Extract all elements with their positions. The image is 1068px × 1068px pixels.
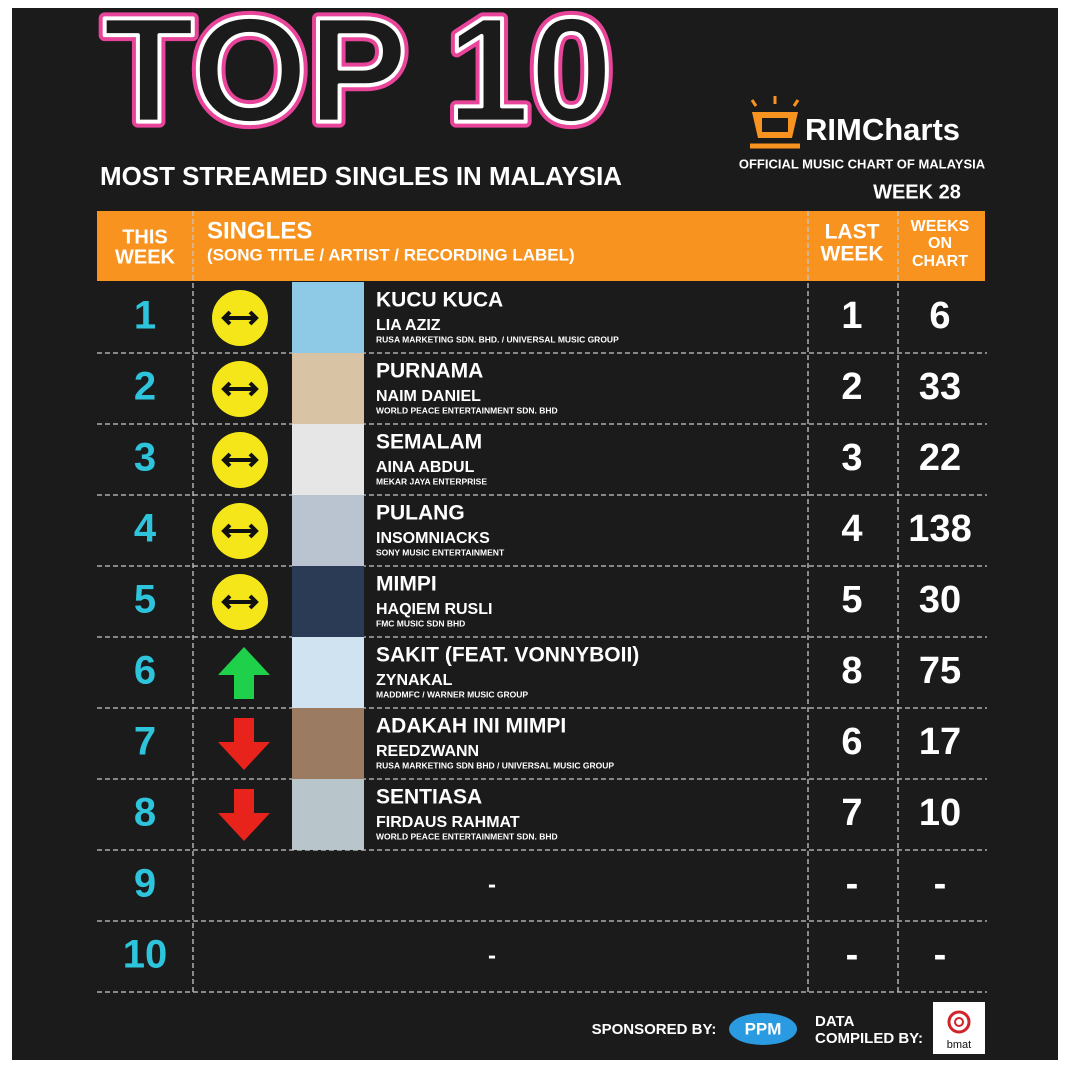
cover-art — [292, 495, 364, 566]
weeks-on-chart: - — [934, 934, 947, 976]
movement-arrow — [221, 523, 259, 539]
last-week: - — [846, 863, 859, 905]
weeks-on-chart: 22 — [919, 437, 961, 479]
song-title: KUCU KUCA — [376, 289, 503, 312]
song-title: MIMPI — [376, 573, 437, 596]
recording-label: WORLD PEACE ENTERTAINMENT SDN. BHD — [376, 831, 558, 841]
song-title: - — [488, 942, 496, 969]
compiler: bmat — [947, 1039, 971, 1051]
last-week: 4 — [841, 508, 862, 550]
sponsor-logo — [729, 1013, 797, 1045]
column-header: WEEK — [115, 246, 176, 268]
cover-art — [292, 708, 364, 779]
subtitle: MOST STREAMED SINGLES IN MALAYSIA — [100, 161, 622, 191]
rank: 9 — [134, 862, 156, 906]
movement-arrow — [221, 381, 259, 397]
rank: 8 — [134, 791, 156, 835]
last-week: 5 — [841, 579, 862, 621]
last-week: 2 — [841, 366, 862, 408]
column-header: WEEKS — [911, 218, 970, 235]
cover-art — [292, 282, 364, 353]
column-header: SINGLES — [207, 217, 312, 244]
song-title: SAKIT (FEAT. VONNYBOII) — [376, 644, 639, 667]
artist: HAQIEM RUSLI — [376, 601, 492, 618]
rank: 6 — [134, 649, 156, 693]
artist: REEDZWANN — [376, 743, 479, 760]
cover-art — [292, 353, 364, 424]
movement-arrow — [221, 594, 259, 610]
tagline: OFFICIAL MUSIC CHART OF MALAYSIA — [739, 156, 986, 171]
recording-label: MADDMFC / WARNER MUSIC GROUP — [376, 689, 528, 699]
column-header: WEEK — [821, 243, 884, 266]
rank: 3 — [134, 436, 156, 480]
column-subheader: (SONG TITLE / ARTIST / RECORDING LABEL) — [207, 245, 575, 264]
cover-art — [292, 637, 364, 708]
weeks-on-chart: 33 — [919, 366, 961, 408]
weeks-on-chart: 138 — [908, 508, 971, 550]
column-header: LAST — [825, 221, 880, 244]
song-title: PURNAMA — [376, 360, 483, 383]
column-header: THIS — [122, 226, 168, 248]
artist: AINA ABDUL — [376, 459, 475, 476]
cover-art — [292, 566, 364, 637]
background — [12, 8, 1058, 1060]
weeks-on-chart: 75 — [919, 650, 961, 692]
recording-label: FMC MUSIC SDN BHD — [376, 618, 465, 628]
weeks-on-chart: 6 — [929, 295, 950, 337]
recording-label: RUSA MARKETING SDN BHD / UNIVERSAL MUSIC… — [376, 760, 614, 770]
weeks-on-chart: 10 — [919, 792, 961, 834]
brand-logo — [750, 96, 800, 149]
movement-arrow — [221, 310, 259, 326]
artist: NAIM DANIEL — [376, 388, 481, 405]
rank: 5 — [134, 578, 156, 622]
recording-label: SONY MUSIC ENTERTAINMENT — [376, 547, 505, 557]
artist: INSOMNIACKS — [376, 530, 490, 547]
table-header — [97, 211, 985, 281]
compiler-icon — [954, 1017, 964, 1027]
rank: 1 — [134, 294, 156, 338]
movement-down — [218, 718, 270, 770]
recording-label: MEKAR JAYA ENTERPRISE — [376, 476, 487, 486]
title-glow: TOP 10 — [103, 0, 613, 154]
compiled-label: DATA — [815, 1013, 855, 1030]
movement-up — [218, 647, 270, 699]
column-header: CHART — [912, 253, 968, 270]
compiled-label: COMPILED BY: — [815, 1030, 923, 1047]
last-week: 1 — [841, 295, 862, 337]
movement-arrow — [221, 452, 259, 468]
movement-down — [218, 789, 270, 841]
song-title: PULANG — [376, 502, 465, 525]
rank: 4 — [134, 507, 157, 551]
rank: 2 — [134, 365, 156, 409]
song-title: - — [488, 871, 496, 898]
last-week: 6 — [841, 721, 862, 763]
song-title: SEMALAM — [376, 431, 482, 454]
song-title: ADAKAH INI MIMPI — [376, 715, 566, 738]
column-header: ON — [928, 235, 952, 252]
last-week: - — [846, 934, 859, 976]
title: TOP 10 — [103, 0, 613, 154]
week: WEEK 28 — [873, 181, 961, 203]
cover-art — [292, 779, 364, 850]
brand: RIMCharts — [805, 112, 960, 147]
last-week: 7 — [841, 792, 862, 834]
recording-label: RUSA MARKETING SDN. BHD. / UNIVERSAL MUS… — [376, 334, 619, 344]
sponsor: PPM — [745, 1019, 782, 1038]
weeks-on-chart: - — [934, 863, 947, 905]
last-week: 3 — [841, 437, 862, 479]
weeks-on-chart: 30 — [919, 579, 961, 621]
rank: 10 — [123, 933, 168, 977]
sponsor-label: SPONSORED BY: — [592, 1021, 717, 1038]
weeks-on-chart: 17 — [919, 721, 961, 763]
song-title: SENTIASA — [376, 786, 482, 809]
artist: LIA AZIZ — [376, 317, 441, 334]
artist: ZYNAKAL — [376, 672, 453, 689]
cover-art — [292, 424, 364, 495]
artist: FIRDAUS RAHMAT — [376, 814, 520, 831]
rank: 7 — [134, 720, 156, 764]
last-week: 8 — [841, 650, 862, 692]
compiler-icon — [947, 1010, 971, 1034]
recording-label: WORLD PEACE ENTERTAINMENT SDN. BHD — [376, 405, 558, 415]
